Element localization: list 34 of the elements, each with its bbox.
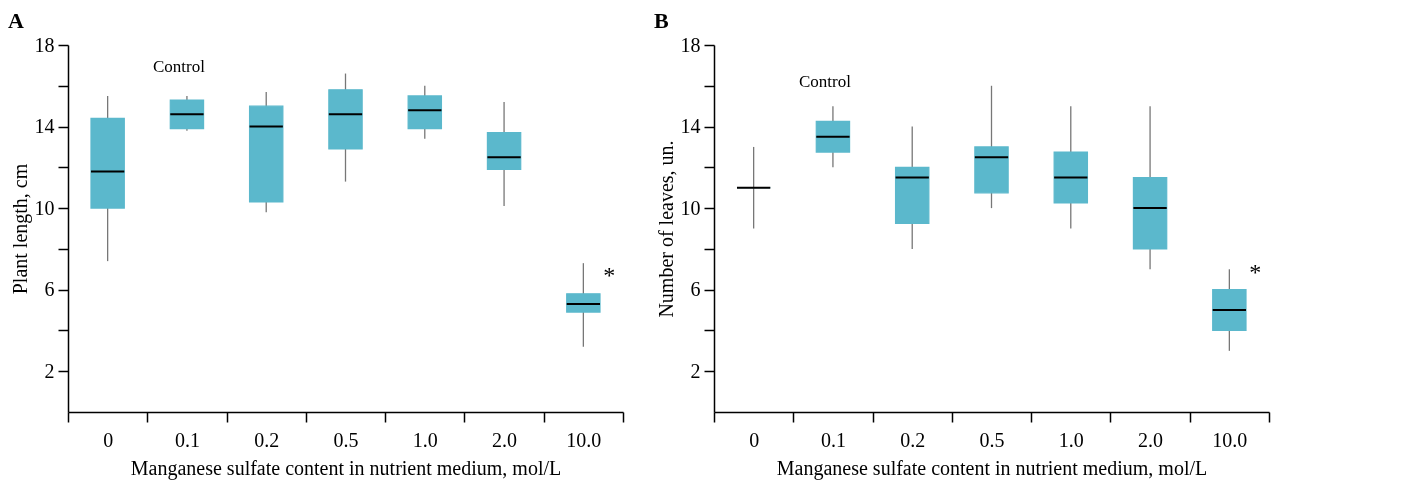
- x-tick-label: 10.0: [1212, 428, 1248, 451]
- x-tick-label: 0.2: [900, 428, 926, 451]
- annotation: Control: [153, 57, 206, 77]
- chart-title: B: [654, 8, 669, 33]
- x-tick-label: 0: [103, 428, 114, 451]
- y-axis-title: Plant length, cm: [8, 163, 32, 295]
- y-tick-label: 10: [34, 196, 55, 219]
- x-tick-label: 0: [749, 428, 760, 451]
- x-tick-label: 2.0: [1138, 428, 1164, 451]
- x-tick-label: 0.1: [174, 428, 200, 451]
- y-tick-label: 14: [34, 115, 55, 138]
- y-tick-label: 2: [690, 359, 701, 382]
- y-tick-label: 18: [680, 33, 701, 56]
- x-tick-label: 0.5: [333, 428, 359, 451]
- y-tick-label: 6: [690, 278, 701, 301]
- x-tick-label: 2.0: [492, 428, 518, 451]
- x-tick-label: 1.0: [412, 428, 438, 451]
- x-tick-label: 0.1: [820, 428, 846, 451]
- x-tick-label: 0.2: [254, 428, 280, 451]
- annotation: Control: [799, 71, 852, 91]
- annotation: *: [603, 262, 616, 289]
- y-tick-label: 6: [44, 278, 55, 301]
- y-tick-label: 18: [34, 33, 55, 56]
- chart-title: A: [8, 8, 24, 33]
- x-tick-label: 0.5: [979, 428, 1005, 451]
- x-axis-title: Manganese sulfate content in nutrient medium, mol/L: [130, 456, 562, 480]
- x-tick-label: 1.0: [1058, 428, 1084, 451]
- y-axis-title: Number of leaves, un.: [654, 140, 677, 318]
- x-axis-title: Manganese sulfate content in nutrient medium, mol/L: [776, 456, 1208, 480]
- y-tick-label: 14: [680, 115, 701, 138]
- y-tick-label: 10: [680, 196, 701, 219]
- annotation: *: [1249, 258, 1262, 285]
- x-tick-label: 10.0: [566, 428, 602, 451]
- y-tick-label: 2: [44, 359, 55, 382]
